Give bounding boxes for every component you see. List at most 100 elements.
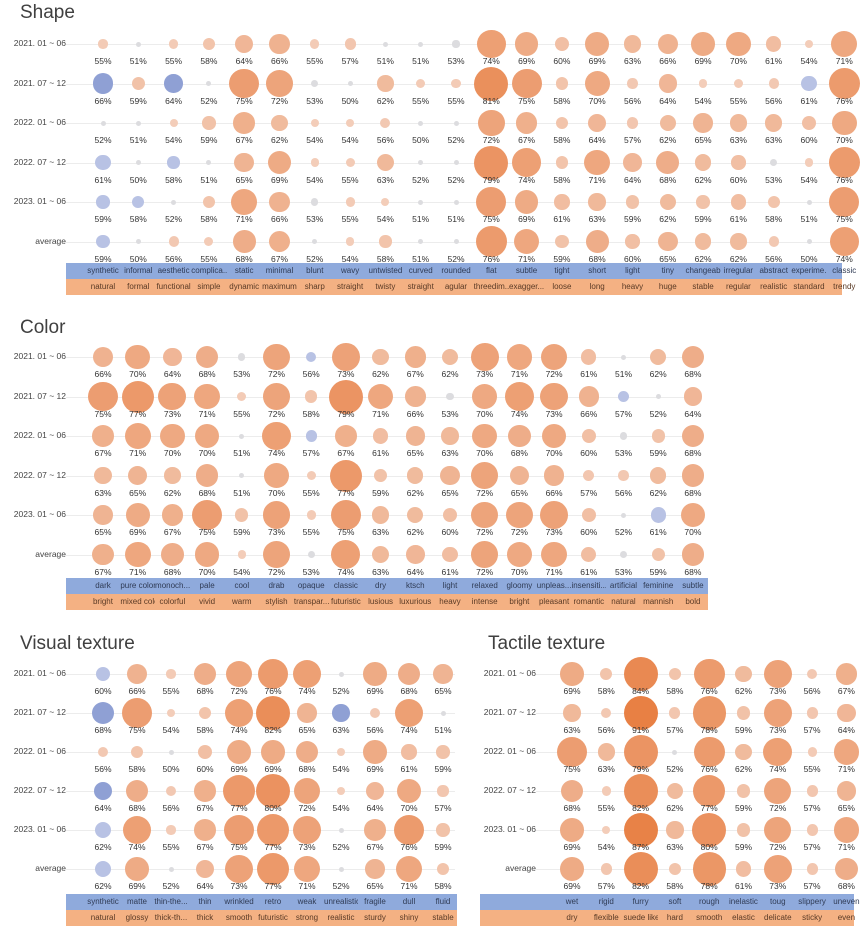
attribute-label-top: subtle	[682, 581, 704, 590]
data-bubble	[405, 386, 426, 407]
attribute-label-top: curved	[408, 266, 433, 275]
value-label: 55%	[341, 174, 359, 185]
data-bubble	[764, 114, 783, 132]
value-label: 67%	[235, 135, 253, 145]
row-label: 2023. 01 ~ 06	[13, 824, 66, 834]
data-bubble	[436, 823, 450, 837]
value-label: 54%	[341, 253, 359, 264]
attribute-label-bottom: heavy	[439, 597, 461, 606]
data-bubble	[263, 541, 290, 568]
value-label: 62%	[694, 174, 712, 185]
data-bubble	[651, 429, 665, 443]
attribute-label-bottom: formal	[127, 282, 150, 291]
data-bubble	[806, 199, 812, 205]
value-label: 52%	[614, 527, 632, 537]
data-bubble	[373, 468, 388, 483]
data-bubble	[440, 710, 446, 716]
data-bubble	[202, 195, 215, 209]
value-label: 52%	[447, 174, 465, 185]
data-bubble	[305, 390, 318, 403]
value-label: 58%	[553, 135, 571, 145]
value-label: 62%	[94, 881, 112, 891]
value-label: 71%	[400, 881, 418, 891]
value-label: 62%	[94, 842, 112, 852]
data-bubble	[271, 114, 288, 132]
value-label: 55%	[200, 253, 218, 264]
attribute-label-top: classic	[333, 581, 358, 590]
value-label: 56%	[623, 95, 641, 106]
row-label: 2021. 01 ~ 06	[13, 38, 66, 48]
value-label: 61%	[734, 881, 752, 891]
value-label: 59%	[694, 214, 712, 224]
data-bubble	[338, 866, 344, 872]
value-label: 60%	[580, 448, 598, 458]
value-label: 69%	[128, 881, 146, 891]
value-label: 73%	[545, 408, 563, 419]
value-label: 68%	[198, 487, 216, 498]
value-label: 51%	[614, 369, 632, 379]
data-bubble	[801, 75, 817, 92]
value-label: 73%	[769, 881, 787, 891]
value-label: 71%	[129, 566, 147, 577]
data-bubble	[234, 34, 254, 54]
data-bubble	[306, 351, 317, 363]
data-bubble	[735, 861, 752, 877]
data-bubble	[554, 36, 570, 52]
data-bubble	[508, 424, 531, 448]
attribute-label-bottom: realistic	[760, 282, 788, 291]
data-bubble	[555, 234, 569, 249]
data-bubble	[256, 696, 290, 730]
value-label: 71%	[835, 56, 853, 66]
value-label: 63%	[597, 764, 615, 774]
value-label: 70%	[835, 135, 853, 145]
attribute-label-top: subtle	[515, 266, 538, 275]
value-label: 54%	[306, 135, 324, 145]
value-label: 60%	[553, 56, 571, 66]
data-bubble	[365, 781, 385, 801]
data-bubble	[257, 814, 289, 846]
value-label: 72%	[267, 369, 285, 379]
data-bubble	[164, 74, 183, 93]
value-label: 63%	[372, 527, 390, 537]
data-bubble	[125, 779, 149, 803]
row-label: 2022. 07 ~ 12	[13, 156, 66, 167]
value-label: 51%	[412, 56, 430, 66]
data-bubble	[658, 74, 678, 93]
value-label: 59%	[649, 448, 667, 458]
data-bubble	[692, 813, 727, 847]
value-label: 72%	[476, 487, 494, 498]
value-label: 74%	[337, 566, 355, 577]
value-label: 80%	[700, 842, 718, 852]
data-bubble	[581, 507, 596, 523]
value-label: 63%	[729, 135, 747, 145]
data-bubble	[310, 39, 320, 49]
data-bubble	[437, 785, 449, 797]
value-label: 75%	[198, 527, 216, 537]
value-label: 56%	[162, 803, 180, 813]
value-label: 55%	[412, 95, 430, 106]
data-bubble	[807, 747, 817, 757]
data-bubble	[602, 825, 611, 835]
row-label: 2021. 01 ~ 06	[13, 668, 66, 678]
attribute-label-bottom: threedim...	[473, 282, 509, 291]
value-label: 62%	[376, 95, 394, 106]
attribute-label-top: synthetic	[87, 266, 119, 275]
value-label: 67%	[94, 448, 112, 458]
attribute-label-top: slippery	[798, 897, 826, 906]
value-label: 73%	[163, 408, 181, 419]
data-bubble	[806, 824, 818, 836]
value-label: 68%	[837, 881, 855, 891]
data-bubble	[666, 782, 684, 800]
attribute-label-top: untwisted	[368, 266, 403, 275]
gridline	[66, 752, 455, 753]
data-bubble	[263, 383, 290, 410]
data-bubble	[194, 819, 216, 841]
attribute-label-top: soft	[668, 897, 682, 906]
data-bubble	[514, 190, 539, 214]
data-bubble	[393, 814, 425, 846]
data-bubble	[239, 433, 245, 439]
value-label: 67%	[406, 369, 424, 379]
data-bubble	[831, 110, 857, 136]
data-bubble	[453, 239, 459, 244]
value-label: 84%	[632, 686, 650, 696]
